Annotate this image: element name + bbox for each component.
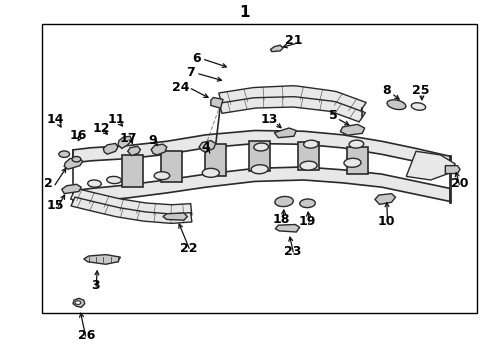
Text: 21: 21 xyxy=(285,34,303,48)
Polygon shape xyxy=(103,143,118,154)
Text: 19: 19 xyxy=(299,215,316,228)
Text: 15: 15 xyxy=(47,199,64,212)
Polygon shape xyxy=(64,158,83,169)
Text: 8: 8 xyxy=(382,84,391,97)
Polygon shape xyxy=(406,151,455,180)
Polygon shape xyxy=(346,147,368,175)
Polygon shape xyxy=(84,255,121,264)
Polygon shape xyxy=(71,197,192,223)
Polygon shape xyxy=(445,166,460,174)
Polygon shape xyxy=(73,167,450,204)
Ellipse shape xyxy=(304,140,318,148)
Text: 20: 20 xyxy=(451,177,469,190)
Polygon shape xyxy=(199,140,216,152)
Polygon shape xyxy=(298,142,319,170)
Bar xyxy=(42,24,477,313)
Text: 26: 26 xyxy=(77,329,95,342)
Text: 16: 16 xyxy=(69,129,87,142)
Text: 24: 24 xyxy=(172,81,189,94)
Text: 23: 23 xyxy=(284,245,301,258)
Polygon shape xyxy=(219,97,366,122)
Text: 14: 14 xyxy=(47,113,64,126)
Ellipse shape xyxy=(75,301,81,305)
Text: 13: 13 xyxy=(261,113,278,126)
Ellipse shape xyxy=(300,161,317,170)
Polygon shape xyxy=(62,184,81,194)
Polygon shape xyxy=(275,225,300,232)
Ellipse shape xyxy=(154,172,170,180)
Polygon shape xyxy=(161,150,182,182)
Text: 25: 25 xyxy=(412,84,430,97)
Polygon shape xyxy=(340,125,365,135)
Polygon shape xyxy=(73,131,450,170)
Text: 3: 3 xyxy=(92,279,100,292)
Ellipse shape xyxy=(300,199,316,208)
Polygon shape xyxy=(122,155,144,187)
Polygon shape xyxy=(270,45,283,51)
Ellipse shape xyxy=(387,100,406,109)
Ellipse shape xyxy=(411,103,426,110)
Ellipse shape xyxy=(349,140,364,148)
Ellipse shape xyxy=(344,158,361,167)
Polygon shape xyxy=(219,86,366,114)
Polygon shape xyxy=(211,98,223,108)
Text: 18: 18 xyxy=(273,213,291,226)
Text: 5: 5 xyxy=(329,109,337,122)
Ellipse shape xyxy=(88,180,101,187)
Text: 2: 2 xyxy=(44,177,53,190)
Text: 17: 17 xyxy=(120,132,138,145)
Text: 12: 12 xyxy=(92,122,110,135)
Ellipse shape xyxy=(275,197,294,207)
Polygon shape xyxy=(118,136,132,148)
Polygon shape xyxy=(151,144,167,155)
Text: 22: 22 xyxy=(180,242,197,255)
Text: 4: 4 xyxy=(201,141,210,154)
Ellipse shape xyxy=(59,151,70,157)
Polygon shape xyxy=(163,213,187,220)
Polygon shape xyxy=(274,128,296,138)
Ellipse shape xyxy=(72,157,81,162)
Polygon shape xyxy=(249,141,270,171)
Ellipse shape xyxy=(251,165,268,174)
Polygon shape xyxy=(73,298,85,307)
Ellipse shape xyxy=(107,176,122,184)
Text: 7: 7 xyxy=(186,66,195,79)
Text: 1: 1 xyxy=(240,5,250,20)
Polygon shape xyxy=(375,194,395,204)
Text: 9: 9 xyxy=(149,134,157,147)
Polygon shape xyxy=(205,144,226,176)
Text: 11: 11 xyxy=(108,113,125,126)
Polygon shape xyxy=(71,188,192,216)
Ellipse shape xyxy=(202,168,220,177)
Text: 6: 6 xyxy=(192,51,200,64)
Polygon shape xyxy=(128,146,141,156)
Text: 10: 10 xyxy=(378,215,395,228)
Ellipse shape xyxy=(254,143,269,151)
